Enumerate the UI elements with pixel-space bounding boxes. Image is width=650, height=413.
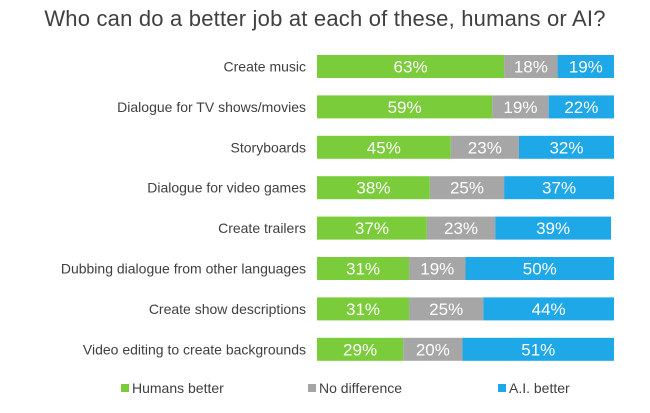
bar-segment: [403, 337, 463, 361]
bar-value-label: 18%: [514, 58, 548, 77]
bar-segment: [492, 95, 549, 119]
bar-segment: [317, 216, 427, 240]
bar-value-label: 19%: [420, 260, 454, 279]
legend-swatch: [498, 384, 506, 392]
legend-swatch: [308, 384, 316, 392]
legend-swatch: [121, 384, 129, 392]
category-label: Create music: [224, 59, 306, 75]
bar-value-label: 19%: [569, 58, 603, 77]
bar-segment: [518, 135, 614, 159]
bar-value-label: 59%: [388, 98, 422, 117]
bar-segment: [317, 55, 505, 78]
bar-value-label: 37%: [542, 179, 576, 198]
legend-label: Humans better: [132, 380, 224, 396]
legend-label: A.I. better: [509, 380, 570, 396]
bar-value-label: 25%: [450, 179, 484, 198]
category-label: Create show descriptions: [149, 301, 306, 317]
bar-value-label: 32%: [549, 138, 583, 157]
bars-layer: 63% 18% 19% 59% 19% 22% 45% 23% 32% 38% 25% 37% 37% 2…: [317, 55, 614, 361]
category-label: Dubbing dialogue from other languages: [61, 261, 306, 277]
bar-segment: [426, 216, 496, 240]
bar-value-label: 20%: [416, 340, 450, 359]
bar-value-label: 45%: [367, 138, 401, 157]
bar-value-label: 31%: [346, 300, 380, 319]
bar-segment: [504, 55, 558, 78]
category-label: Dialogue for TV shows/movies: [117, 99, 306, 115]
bar-value-label: 29%: [343, 340, 377, 359]
bar-segment: [429, 176, 505, 200]
bar-segment: [317, 337, 404, 361]
bar-segment: [409, 297, 484, 321]
bar-value-label: 25%: [429, 300, 463, 319]
bar-value-label: 50%: [523, 260, 557, 279]
legend: Humans better No difference A.I. better: [121, 380, 570, 396]
category-label: Video editing to create backgrounds: [83, 341, 306, 357]
bar-segment: [317, 95, 493, 119]
bar-value-label: 63%: [394, 58, 428, 77]
bar-value-label: 51%: [521, 340, 555, 359]
bar-value-label: 44%: [532, 300, 566, 319]
bar-segment: [450, 135, 519, 159]
category-labels-layer: Create music Dialogue for TV shows/movies…: [61, 59, 306, 358]
bar-segment: [317, 176, 430, 200]
bar-value-label: 19%: [503, 98, 537, 117]
category-label: Dialogue for video games: [147, 180, 306, 196]
bar-value-label: 31%: [346, 260, 380, 279]
chart-title: Who can do a better job at each of these…: [44, 6, 606, 31]
category-label: Storyboards: [231, 139, 306, 155]
bar-segment: [317, 257, 410, 280]
legend-label: No difference: [319, 380, 402, 396]
category-label: Create trailers: [218, 220, 306, 236]
bar-segment: [409, 257, 466, 280]
bar-value-label: 38%: [356, 179, 390, 198]
bar-segment: [317, 297, 410, 321]
bar-value-label: 23%: [468, 138, 502, 157]
bar-value-label: 22%: [564, 98, 598, 117]
bar-segment: [462, 337, 614, 361]
bar-segment: [465, 257, 614, 280]
bar-value-label: 39%: [536, 219, 570, 238]
bar-value-label: 23%: [444, 219, 478, 238]
bar-segment: [548, 95, 614, 119]
bar-segment: [557, 55, 614, 78]
bar-value-label: 37%: [355, 219, 389, 238]
bar-segment: [495, 216, 612, 240]
bar-segment: [317, 135, 451, 159]
bar-segment: [483, 297, 614, 321]
bar-segment: [504, 176, 614, 200]
